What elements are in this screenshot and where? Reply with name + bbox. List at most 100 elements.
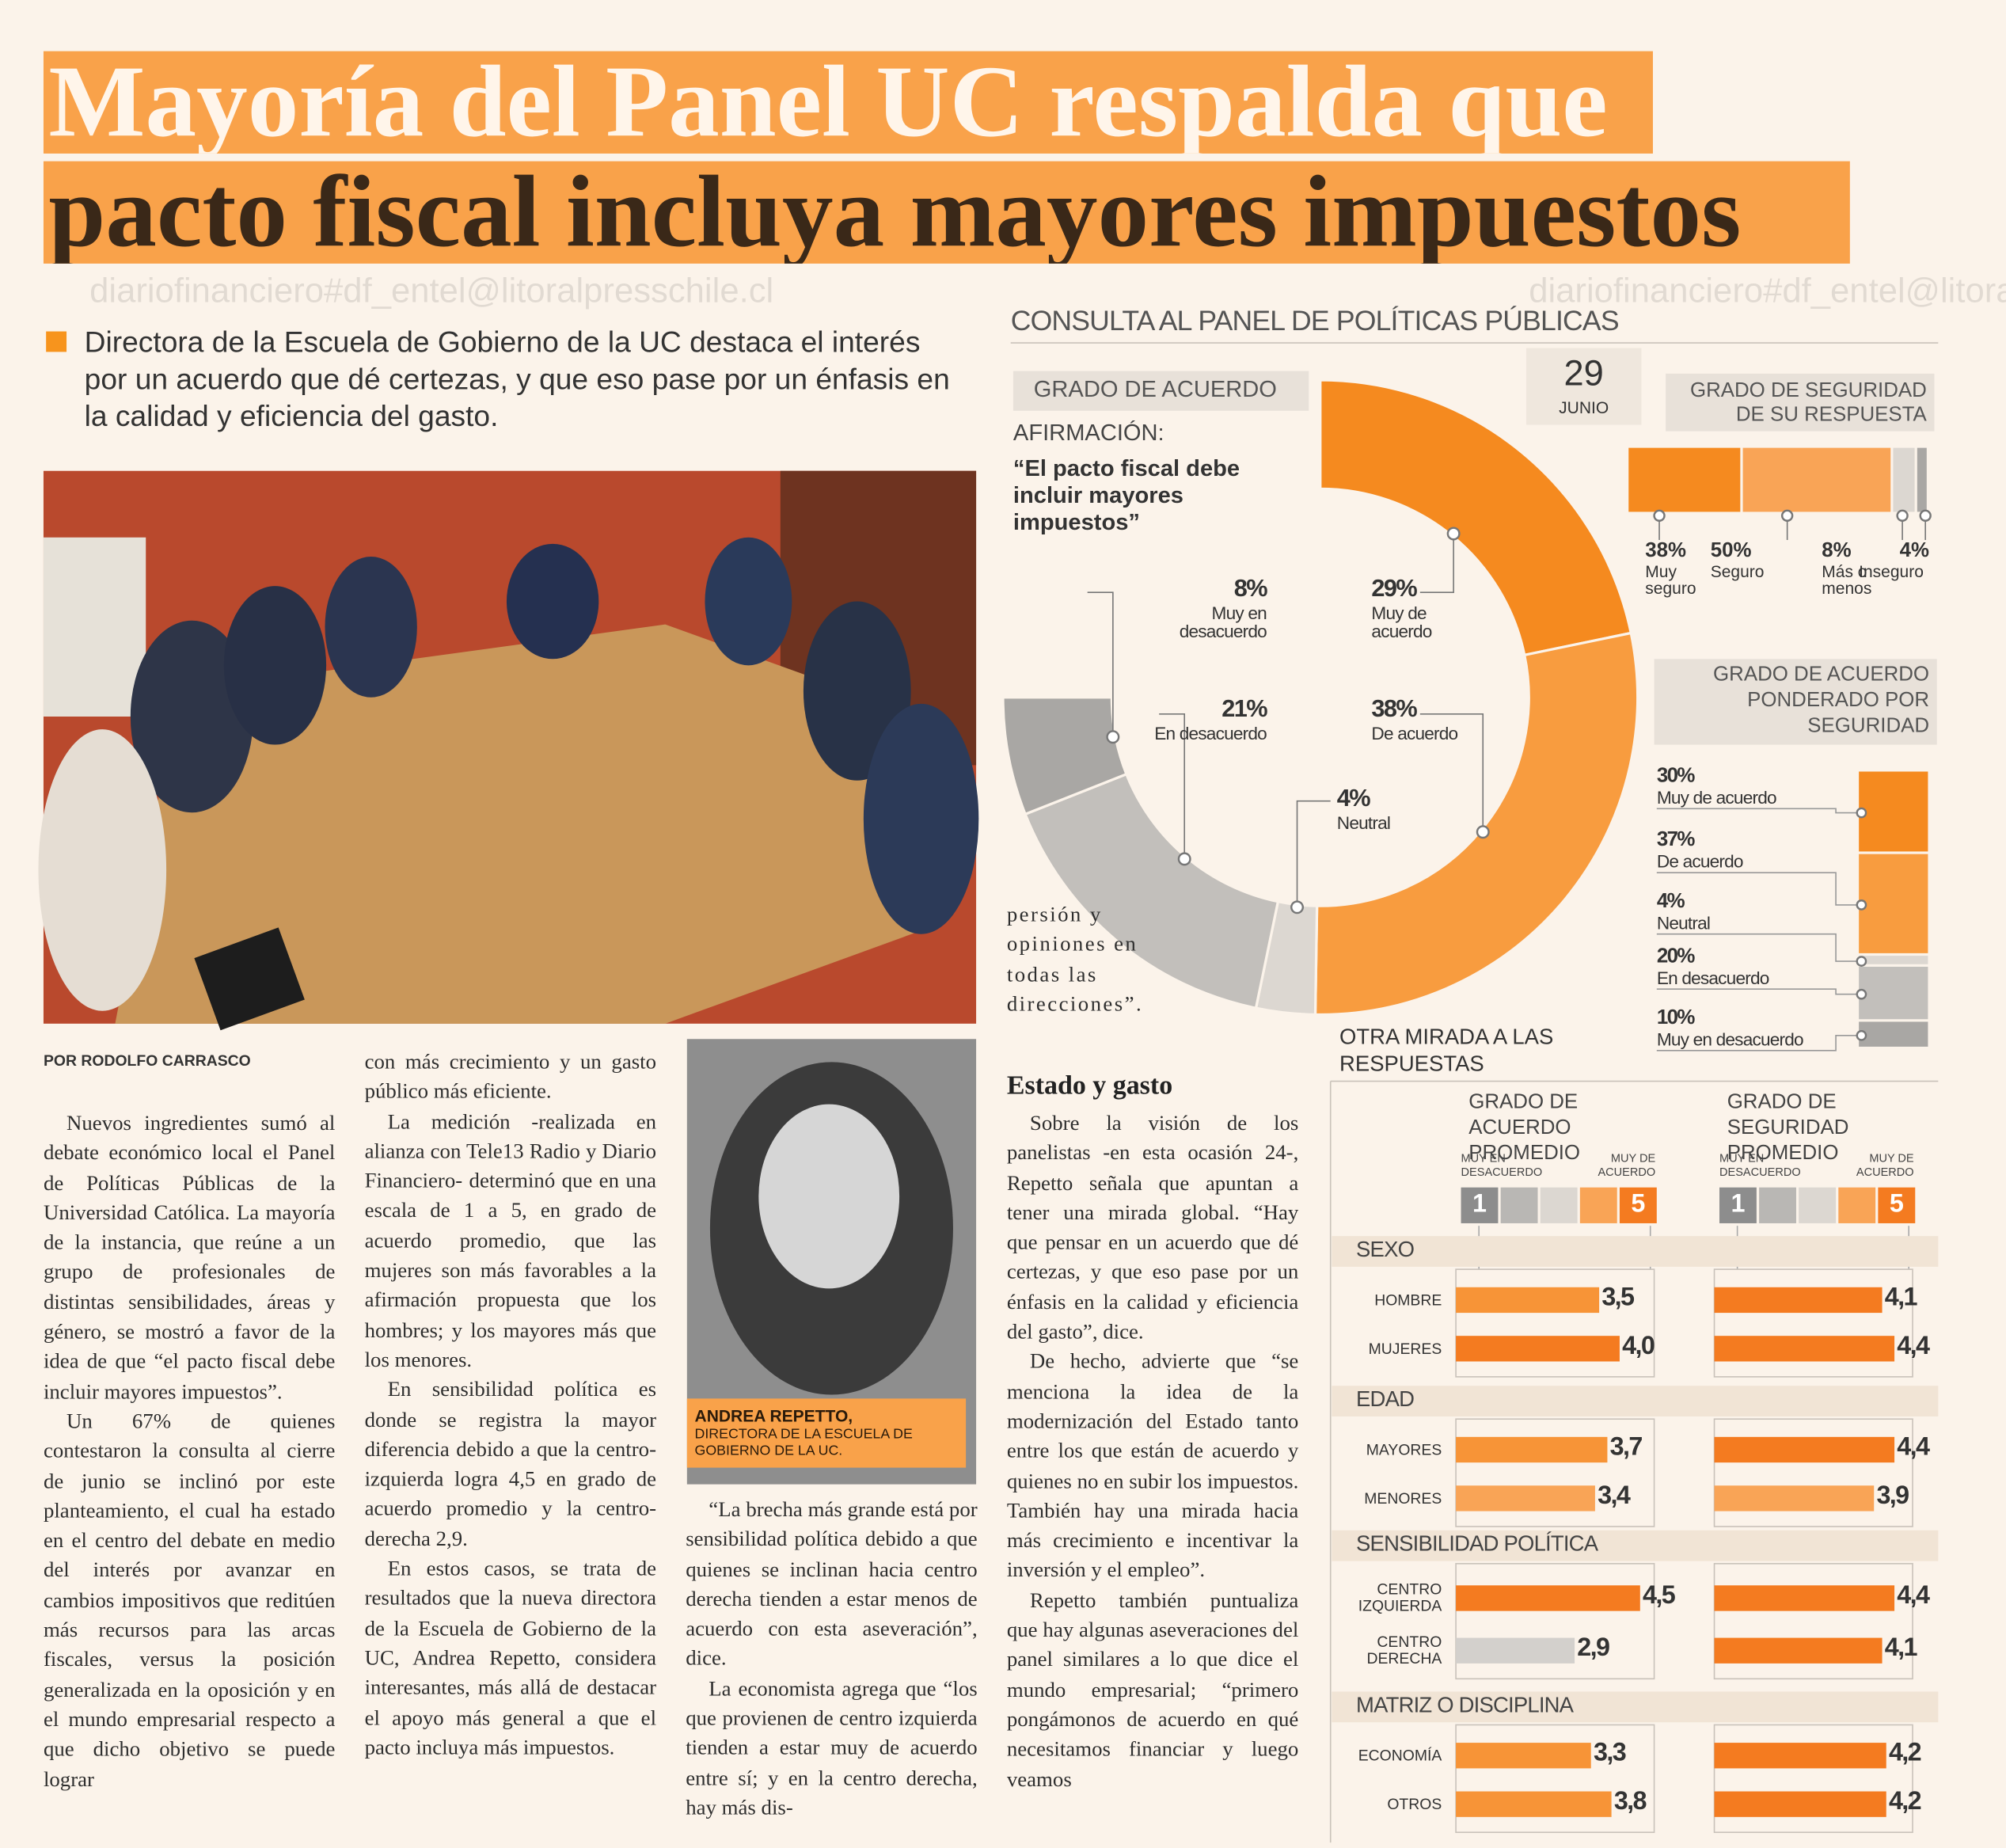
value-label: 3,8 <box>1613 1787 1647 1816</box>
scale-box <box>1579 1187 1617 1223</box>
category-label: MENORES <box>1364 1489 1442 1507</box>
scale-box <box>1540 1187 1578 1223</box>
bar <box>1456 1585 1640 1611</box>
leader-line <box>1656 1035 1862 1051</box>
watermark: diariofinanciero#df_entel@litoralpressch… <box>89 271 774 310</box>
bar-segment <box>1859 1021 1928 1047</box>
photo-person <box>325 556 417 698</box>
text-column: Nuevos ingredientes sumó al debate econó… <box>44 1108 335 1830</box>
bar <box>1714 1585 1895 1611</box>
donut-segment <box>1319 378 1633 657</box>
photo-window <box>43 537 146 717</box>
label-box <box>1012 371 1309 411</box>
category-label: Neutral <box>1336 812 1391 834</box>
group-frame <box>1455 1563 1655 1680</box>
value-label: 4,5 <box>1643 1581 1676 1610</box>
lead-bullet <box>46 331 67 352</box>
panel-title: GRADO DE ACUERDO PROMEDIO <box>1468 1091 1581 1165</box>
category-label: MUJERES <box>1368 1339 1442 1357</box>
leader-dot <box>1856 1029 1867 1041</box>
leader-dot <box>1476 825 1490 839</box>
scale-number: 1 <box>1731 1189 1746 1219</box>
bar-segment <box>1859 854 1928 953</box>
infographic-title: CONSULTA AL PANEL DE POLÍTICAS PÚBLICAS <box>1010 304 1620 337</box>
value-label: 29% <box>1371 576 1417 603</box>
donut-segment <box>1313 631 1639 1017</box>
bar <box>1714 1637 1883 1664</box>
photo-person <box>705 537 792 666</box>
photo-person <box>223 586 327 745</box>
leader-line <box>1656 988 1862 995</box>
scale-label: MUY DE ACUERDO <box>1598 1151 1656 1179</box>
paragraph: persión y opiniones en todas las direcci… <box>1006 902 1144 1016</box>
portrait-photo <box>686 1039 977 1485</box>
date-box <box>1525 348 1642 425</box>
leader-dot <box>1896 509 1909 522</box>
category-label: CENTRO DERECHA <box>1366 1633 1442 1667</box>
group-label: SEXO <box>1356 1237 1415 1262</box>
category-label: OTROS <box>1387 1794 1442 1813</box>
bar-segment <box>1628 447 1741 512</box>
paragraph: La medición -realizada en alianza con Te… <box>364 1108 657 1372</box>
value-label: 4,2 <box>1888 1787 1922 1816</box>
group-frame <box>1713 1563 1913 1680</box>
category-label: Muy en desacuerdo <box>1179 603 1267 641</box>
scale-label: MUY DE ACUERDO <box>1856 1151 1914 1179</box>
category-label: Muy de acuerdo <box>1656 786 1777 808</box>
value-label: 4,2 <box>1888 1739 1922 1767</box>
value-label: 50% <box>1710 539 1752 562</box>
leader-line <box>1296 800 1331 907</box>
category-label: En desacuerdo <box>1154 723 1267 743</box>
caption-role: DIRECTORA DE LA ESCUELA DE GOBIERNO DE L… <box>694 1426 913 1459</box>
bar-segment <box>1859 771 1928 852</box>
category-label: Seguro <box>1710 561 1765 581</box>
bar <box>1456 1637 1575 1664</box>
chart-label: AFIRMACIÓN: <box>1012 420 1164 446</box>
paragraph: En estos casos, se trata de resultados q… <box>364 1556 657 1759</box>
photo-person <box>38 729 167 1011</box>
leader-dot <box>1106 730 1120 744</box>
group-label: EDAD <box>1356 1386 1415 1412</box>
chart-label: GRADO DE ACUERDO <box>1033 376 1277 402</box>
scale-box <box>1619 1187 1657 1223</box>
category-label: Muy seguro <box>1645 561 1696 598</box>
leader-dot <box>1856 956 1867 967</box>
scale-box <box>1838 1187 1876 1223</box>
value-label: 3,3 <box>1593 1739 1627 1767</box>
category-label: Inseguro <box>1859 561 1924 581</box>
value-label: 3,7 <box>1609 1432 1643 1462</box>
watermark: diariofinanciero#df_entel@litoralpressch… <box>1529 271 2006 310</box>
category-label: Muy de acuerdo <box>1371 603 1432 641</box>
bar <box>1456 1743 1591 1769</box>
paragraph: Un 67% de quienes contestaron la consult… <box>43 1409 336 1791</box>
scale-box <box>1799 1187 1837 1223</box>
portrait-face <box>758 1104 900 1289</box>
leader-line <box>1656 933 1862 962</box>
byline: POR RODOLFO CARRASCO <box>43 1051 251 1070</box>
bar <box>1456 1287 1600 1314</box>
section-title: OTRA MIRADA A LAS RESPUESTAS <box>1339 1025 1554 1077</box>
headline: pacto fiscal incluya mayores impuestos <box>43 161 1850 264</box>
photo-table <box>115 624 947 1024</box>
category-label: En desacuerdo <box>1656 967 1770 988</box>
bar <box>1714 1436 1895 1463</box>
bar <box>1714 1485 1875 1511</box>
scale-box <box>1461 1187 1499 1223</box>
bar-segment <box>1917 447 1927 512</box>
value-label: 20% <box>1656 945 1696 968</box>
leader-dot <box>1653 509 1666 522</box>
scale-label: MUY EN DESACUERDO <box>1719 1151 1801 1179</box>
chart-label: GRADO DE ACUERDO PONDERADO POR SEGURIDAD <box>1713 664 1930 737</box>
headline: Mayoría del Panel UC respalda que <box>43 51 1653 154</box>
caption-name: ANDREA REPETTO, <box>694 1406 853 1426</box>
value-label: 10% <box>1656 1006 1696 1029</box>
paragraph: con más crecimiento y un gasto público m… <box>364 1049 657 1104</box>
value-label: 8% <box>1822 539 1852 562</box>
value-label: 4% <box>1656 890 1685 913</box>
group-band <box>1332 1691 1939 1723</box>
paragraph: Sobre la visión de los panelistas -en es… <box>1006 1110 1299 1344</box>
bar <box>1456 1485 1595 1511</box>
